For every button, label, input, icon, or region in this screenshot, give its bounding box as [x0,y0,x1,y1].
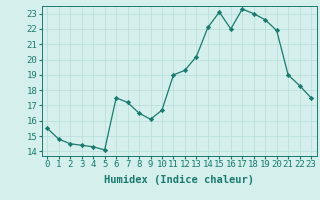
X-axis label: Humidex (Indice chaleur): Humidex (Indice chaleur) [104,175,254,185]
